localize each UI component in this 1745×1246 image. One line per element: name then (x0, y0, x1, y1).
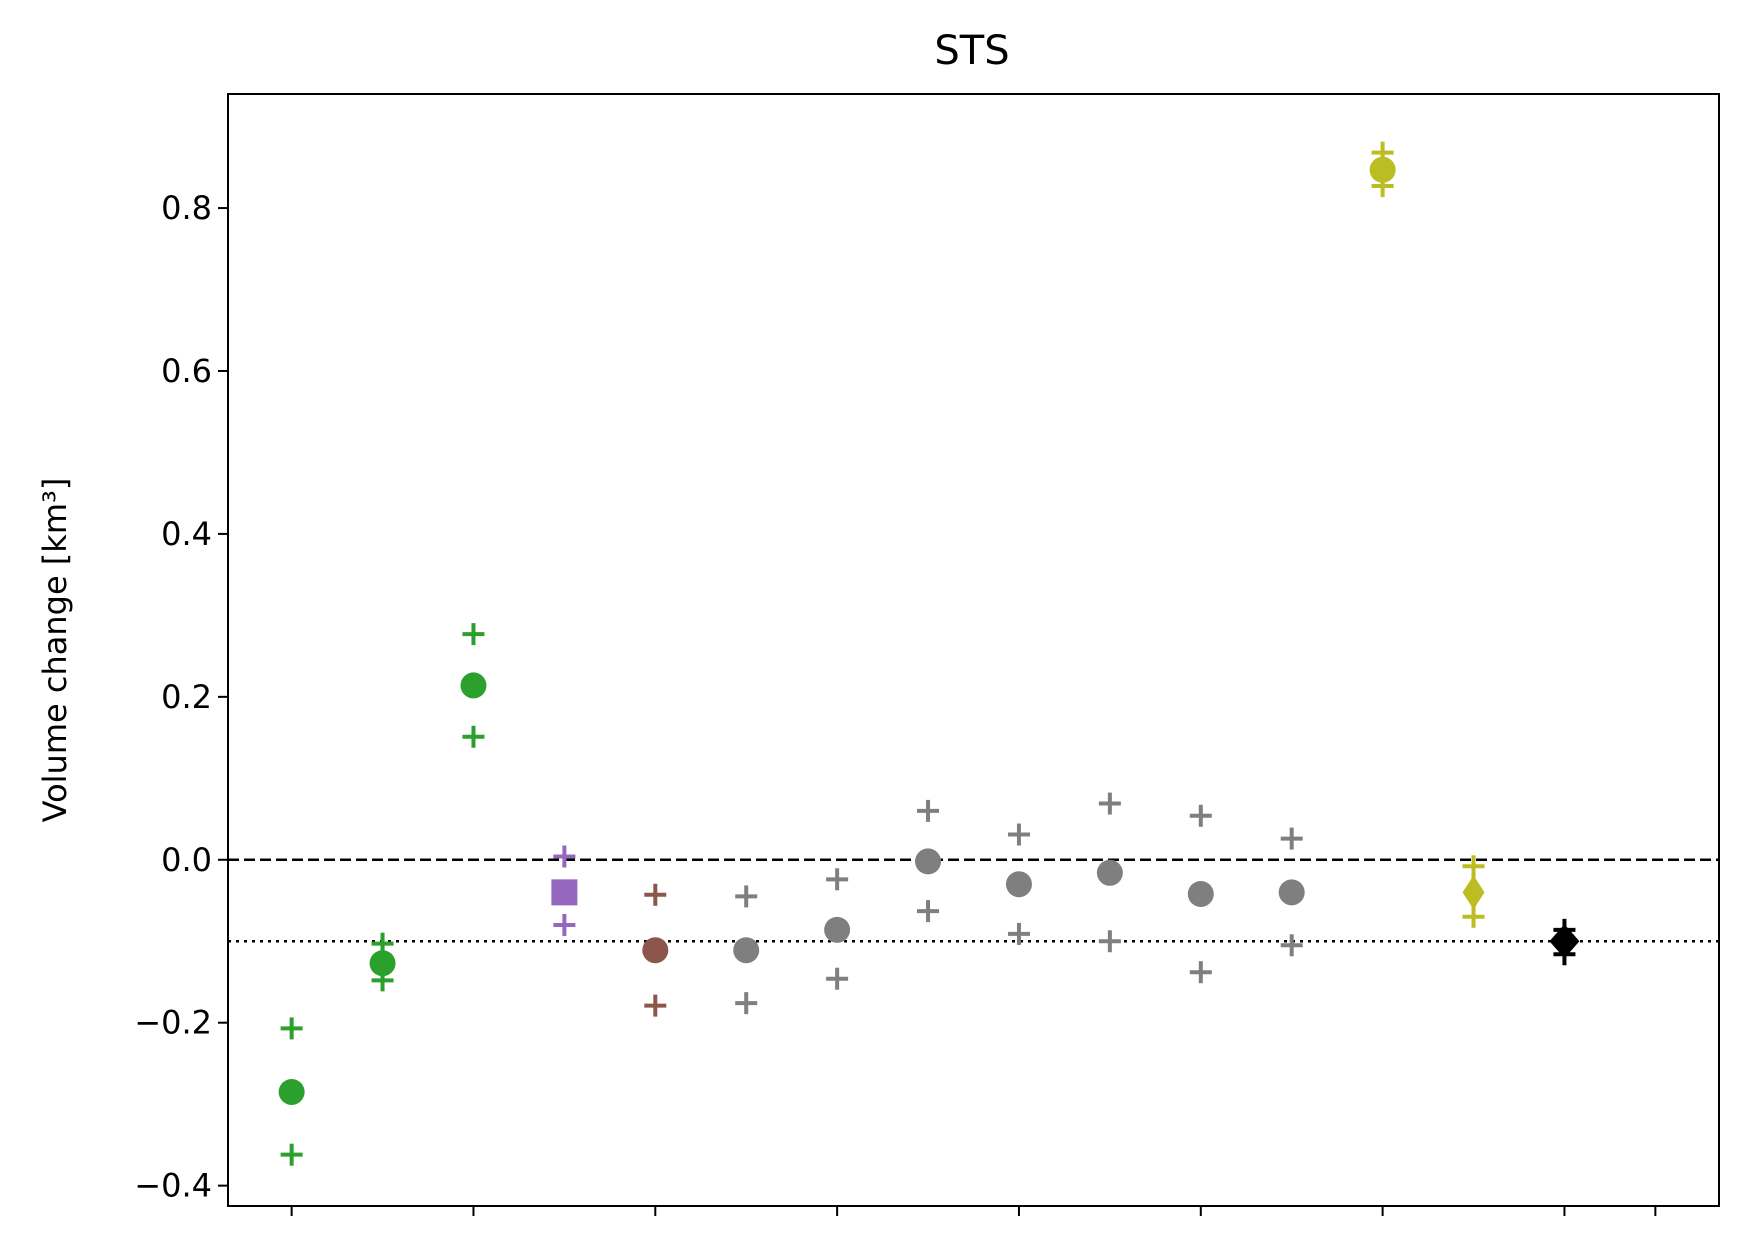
upper-bound-marker (917, 799, 940, 822)
data-point (733, 937, 760, 964)
lower-bound-marker (1098, 930, 1121, 953)
lower-bound-marker (1280, 934, 1303, 957)
lower-bound-marker (1462, 905, 1485, 928)
upper-bound-marker (1462, 855, 1485, 878)
data-point (1462, 875, 1485, 910)
data-point (1369, 156, 1396, 183)
y-tick-label: 0.6 (161, 352, 212, 390)
upper-bound-marker (553, 845, 576, 868)
upper-bound-marker (1189, 804, 1212, 827)
plot-area (228, 141, 1719, 1166)
data-point (551, 879, 578, 906)
lower-bound-marker (917, 900, 940, 923)
data-point (1187, 880, 1214, 907)
lower-bound-marker (826, 967, 849, 990)
lower-bound-marker (553, 913, 576, 936)
y-tick-label: 0.8 (161, 189, 212, 227)
y-tick-label: −0.4 (134, 1167, 212, 1205)
lower-bound-marker (735, 992, 758, 1015)
data-point (642, 937, 669, 964)
data-point (278, 1078, 305, 1105)
plot-frame (227, 93, 1720, 1207)
lower-bound-marker (462, 725, 485, 748)
lower-bound-marker (1007, 922, 1030, 945)
upper-bound-marker (826, 868, 849, 891)
upper-bound-marker (462, 623, 485, 646)
upper-bound-marker (1098, 792, 1121, 815)
y-tick-label: 0.4 (161, 515, 212, 553)
lower-bound-marker (644, 994, 667, 1017)
upper-bound-marker (1280, 827, 1303, 850)
y-tick-label: −0.2 (134, 1004, 212, 1042)
y-tick-label: 0.2 (161, 678, 212, 716)
data-point (1096, 859, 1123, 886)
y-tick-label: 0.0 (161, 841, 212, 879)
upper-bound-marker (735, 885, 758, 908)
upper-bound-marker (280, 1017, 303, 1040)
data-point (1278, 879, 1305, 906)
data-point (1549, 924, 1580, 959)
data-point (824, 916, 851, 943)
upper-bound-marker (1007, 823, 1030, 846)
chart-title: STS (934, 28, 1009, 74)
upper-bound-marker (644, 883, 667, 906)
lower-bound-marker (280, 1143, 303, 1166)
data-point (369, 950, 396, 977)
lower-bound-marker (1189, 961, 1212, 984)
data-point (460, 672, 487, 699)
y-axis-label: Volume change [km³] (36, 478, 74, 823)
data-point (1005, 871, 1032, 898)
data-point (915, 848, 942, 875)
